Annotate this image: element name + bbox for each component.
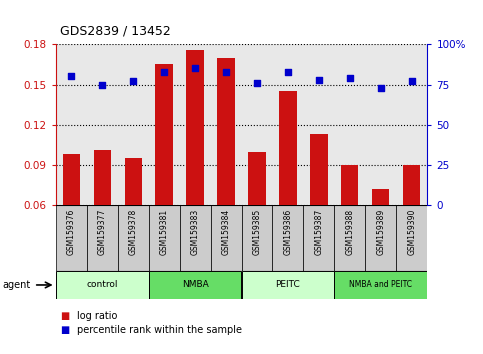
Point xyxy=(129,79,137,84)
Bar xyxy=(56,271,149,299)
Point xyxy=(98,82,106,87)
Text: PEITC: PEITC xyxy=(276,280,300,290)
Text: GSM159389: GSM159389 xyxy=(376,209,385,255)
Text: GSM159383: GSM159383 xyxy=(190,209,199,255)
Bar xyxy=(149,271,242,299)
Bar xyxy=(56,205,86,271)
Bar xyxy=(397,205,427,271)
Point xyxy=(408,79,416,84)
Text: NMBA: NMBA xyxy=(182,280,208,290)
Text: GSM159378: GSM159378 xyxy=(128,209,138,255)
Bar xyxy=(94,150,111,205)
Text: GSM159385: GSM159385 xyxy=(253,209,261,255)
Bar xyxy=(311,134,327,205)
Bar xyxy=(334,271,427,299)
Point xyxy=(67,74,75,79)
Text: GSM159390: GSM159390 xyxy=(408,209,416,255)
Point xyxy=(284,69,292,74)
Point xyxy=(160,69,168,74)
Text: percentile rank within the sample: percentile rank within the sample xyxy=(77,325,242,335)
Bar xyxy=(303,205,334,271)
Bar xyxy=(280,91,297,205)
Text: GDS2839 / 13452: GDS2839 / 13452 xyxy=(60,24,171,37)
Bar xyxy=(272,205,303,271)
Bar xyxy=(211,205,242,271)
Text: GSM159387: GSM159387 xyxy=(314,209,324,255)
Bar xyxy=(117,205,149,271)
Text: control: control xyxy=(86,280,118,290)
Text: GSM159384: GSM159384 xyxy=(222,209,230,255)
Point xyxy=(346,75,354,81)
Bar xyxy=(403,165,421,205)
Bar xyxy=(372,189,389,205)
Text: NMBA and PEITC: NMBA and PEITC xyxy=(350,280,412,290)
Text: GSM159381: GSM159381 xyxy=(159,209,169,255)
Text: ■: ■ xyxy=(60,325,70,335)
Bar xyxy=(242,205,272,271)
Text: agent: agent xyxy=(2,280,30,290)
Point xyxy=(377,85,385,91)
Bar xyxy=(186,50,203,205)
Bar xyxy=(242,271,334,299)
Bar xyxy=(86,205,117,271)
Bar xyxy=(248,152,266,205)
Bar xyxy=(180,205,211,271)
Text: GSM159386: GSM159386 xyxy=(284,209,293,255)
Point xyxy=(191,65,199,71)
Bar xyxy=(217,58,235,205)
Bar xyxy=(341,165,358,205)
Text: ■: ■ xyxy=(60,311,70,321)
Text: GSM159376: GSM159376 xyxy=(67,209,75,255)
Bar xyxy=(149,205,180,271)
Bar xyxy=(366,205,397,271)
Text: GSM159377: GSM159377 xyxy=(98,209,107,255)
Text: GSM159388: GSM159388 xyxy=(345,209,355,255)
Point xyxy=(222,69,230,74)
Bar xyxy=(334,205,366,271)
Point xyxy=(315,77,323,82)
Text: log ratio: log ratio xyxy=(77,311,118,321)
Bar xyxy=(156,64,172,205)
Point xyxy=(253,80,261,86)
Bar xyxy=(125,158,142,205)
Bar xyxy=(62,154,80,205)
